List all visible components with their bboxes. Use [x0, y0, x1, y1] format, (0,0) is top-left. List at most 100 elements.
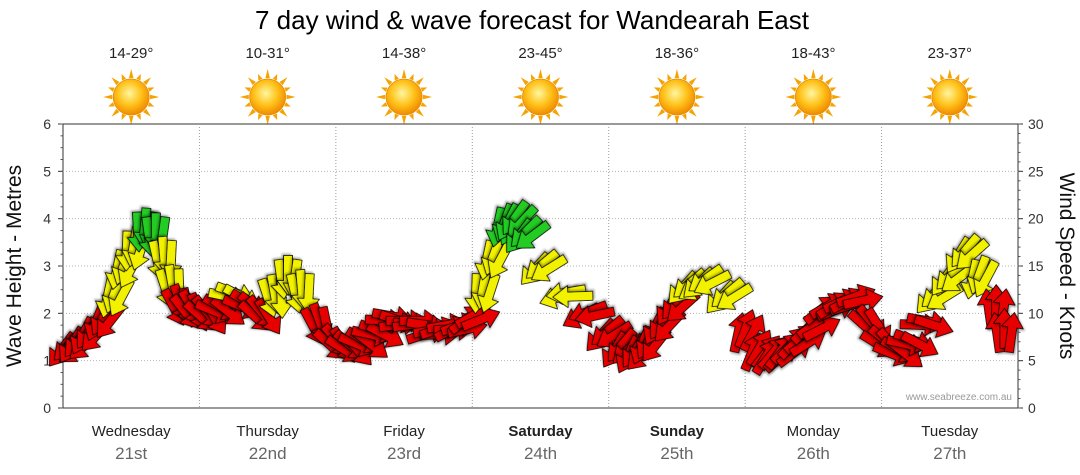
left-tick-label-4: 4 — [43, 211, 51, 227]
sun-ray — [667, 113, 672, 121]
right-tick-label-1: 5 — [1028, 353, 1036, 369]
sun-ray — [286, 94, 296, 100]
sun-ray — [265, 115, 270, 125]
sun-ray — [150, 94, 160, 100]
sun-ray — [380, 87, 388, 92]
sun-ray — [657, 108, 666, 117]
sun-ray — [947, 115, 953, 125]
chart-title: 7 day wind & wave forecast for Wandearah… — [255, 5, 810, 35]
left-tick-label-1: 1 — [43, 353, 51, 369]
sun-ray — [926, 87, 934, 92]
sun-ray — [674, 115, 680, 125]
temp-label-2: 14-38° — [382, 45, 426, 62]
sun-ray — [380, 102, 388, 107]
sun-ray — [929, 77, 939, 86]
sun-ray — [147, 102, 155, 107]
wind-arrow-38-2 — [531, 254, 569, 282]
wind-arrow-67-2 — [973, 259, 1000, 298]
right-axis-ticks: 0 5 10 15 20 25 30 — [1018, 116, 1044, 416]
sun-ray — [401, 115, 407, 125]
sun-ray — [682, 113, 687, 121]
sun-ray — [108, 87, 115, 92]
sun-ray — [517, 87, 524, 92]
sun-ray — [142, 108, 152, 117]
sun-ray — [284, 102, 291, 107]
sun-ray — [538, 115, 543, 125]
sun-ray — [961, 108, 970, 117]
sun-icon — [785, 69, 842, 125]
sun-ray — [265, 69, 270, 79]
sun-ray — [394, 113, 399, 121]
sun-ray — [961, 77, 970, 86]
sun-icon — [512, 69, 569, 125]
sun-ray — [674, 69, 680, 79]
sun-ray — [394, 73, 399, 81]
sun-ray — [121, 73, 127, 81]
day-name-6: Tuesday — [921, 423, 978, 440]
sun-ray — [422, 94, 433, 100]
sun-ray — [947, 69, 953, 79]
sun-ray — [818, 113, 823, 121]
sun-icon — [239, 69, 296, 125]
left-tick-label-3: 3 — [43, 258, 51, 274]
sun-ray — [793, 108, 802, 117]
wind-arrow-37-2 — [515, 220, 552, 249]
sun-ray — [653, 87, 661, 92]
sun-ray — [136, 73, 141, 81]
sun-ray — [829, 102, 837, 107]
sun-ray — [693, 87, 701, 92]
temp-label-4: 18-36° — [655, 45, 699, 62]
left-tick-label-0: 0 — [43, 400, 51, 416]
sun-ray — [530, 113, 536, 121]
sun-ray — [258, 113, 263, 121]
left-tick-label-5: 5 — [43, 163, 51, 179]
sun-ray — [384, 77, 393, 86]
day-name-2: Friday — [383, 423, 425, 440]
right-tick-label-3: 15 — [1028, 258, 1044, 274]
sun-disc — [112, 78, 150, 116]
sun-ray — [811, 69, 816, 79]
sun-icon — [921, 69, 978, 125]
sun-ray — [520, 77, 529, 86]
sun-ray — [785, 94, 795, 100]
right-tick-label-0: 0 — [1028, 400, 1036, 416]
wind-arrow-63-2 — [913, 314, 954, 338]
sun-ray — [103, 94, 113, 100]
sun-icon — [103, 69, 160, 125]
left-axis-ticks: 0 1 2 3 4 5 6 — [43, 116, 63, 416]
sun-ray — [682, 73, 687, 81]
temperature-labels: 14-29° 10-31° 14-38° 23-45° 18-36° 18-43° 23-3… — [109, 45, 972, 62]
sun-ray — [244, 87, 252, 92]
sun-ray — [376, 94, 386, 100]
sun-ray — [258, 73, 263, 81]
sun-ray — [420, 87, 428, 92]
sun-ray — [790, 102, 797, 107]
sun-ray — [667, 73, 672, 81]
temp-label-6: 23-37° — [928, 45, 972, 62]
sun-ray — [121, 113, 127, 121]
sun-ray — [653, 102, 661, 107]
sun-ray — [147, 87, 155, 92]
sun-ray — [545, 113, 551, 121]
sun-ray — [825, 108, 834, 117]
sun-icon — [376, 69, 433, 125]
sun-ray — [415, 108, 424, 117]
wind-arrow-39-2 — [552, 285, 594, 309]
sun-ray — [929, 108, 939, 117]
sun-ray — [688, 77, 697, 86]
right-tick-label-5: 25 — [1028, 163, 1044, 179]
day-date-1: 22nd — [249, 444, 287, 463]
sun-disc — [658, 78, 696, 116]
right-axis-title: Wind Speed - Knots — [1055, 173, 1078, 360]
sun-ray — [284, 87, 291, 92]
sun-ray — [921, 94, 931, 100]
sun-ray — [111, 77, 120, 86]
left-axis-title: Wave Height - Metres — [3, 165, 26, 367]
weather-icons — [103, 69, 978, 125]
right-tick-label-2: 10 — [1028, 305, 1044, 321]
day-date-4: 25th — [660, 444, 693, 463]
sun-ray — [693, 102, 701, 107]
sun-ray — [247, 108, 256, 117]
sun-ray — [818, 73, 823, 81]
